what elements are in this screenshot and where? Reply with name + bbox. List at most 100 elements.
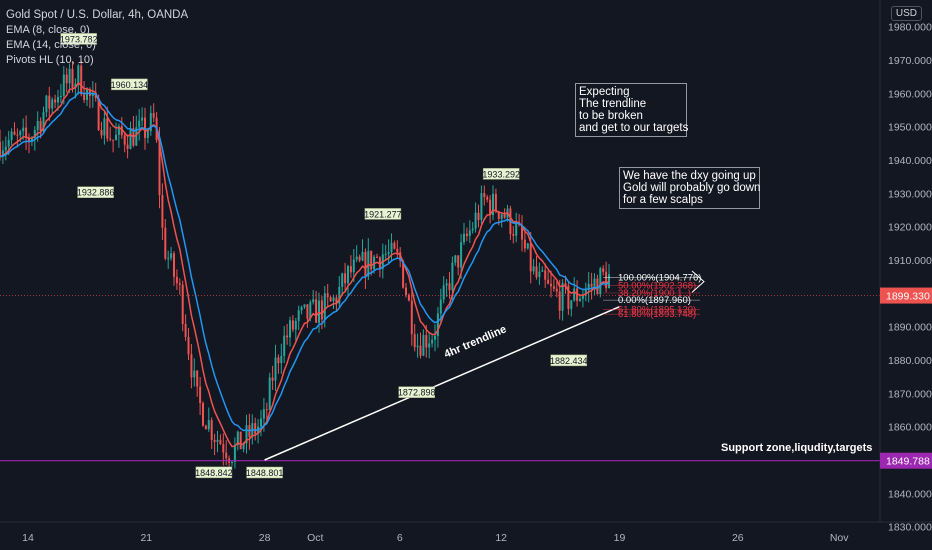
candle-body: [390, 242, 393, 253]
candle-body: [573, 288, 576, 301]
candle-body: [196, 370, 199, 387]
pivot-box: [398, 386, 435, 398]
pivot-label: 1872.898: [398, 388, 436, 398]
candle-body: [83, 94, 86, 100]
candle-body: [332, 297, 335, 302]
candle-body: [448, 283, 451, 291]
candle-body: [439, 299, 442, 314]
candle-body: [422, 335, 425, 356]
candle-body: [544, 270, 547, 280]
ema14-legend[interactable]: EMA (14, close, 0): [6, 39, 96, 51]
candle-body: [396, 248, 399, 253]
price-tick-label: 1980.000: [888, 22, 932, 34]
price-tick-label: 1960.000: [888, 88, 932, 100]
price-tick-label: 1890.000: [888, 322, 932, 334]
candle-body: [555, 288, 558, 292]
dxy-note[interactable]: We have the dxy going up Gold will proba…: [619, 167, 760, 209]
candle-body: [550, 283, 552, 287]
candle-body: [164, 227, 167, 259]
candle-body: [338, 286, 341, 304]
candle-body: [109, 138, 112, 140]
trendline: [264, 305, 620, 461]
candle-body: [564, 283, 567, 286]
candle-body: [474, 212, 477, 229]
pivots-legend[interactable]: Pivots HL (10, 10): [6, 54, 94, 66]
currency-button[interactable]: USD: [890, 6, 922, 21]
candle-body: [187, 336, 190, 355]
candle-body: [22, 127, 25, 132]
candle-body: [361, 251, 364, 261]
candle-body: [344, 273, 347, 284]
candle-body: [141, 117, 144, 121]
candle-body: [579, 298, 581, 301]
pivot-box: [482, 168, 520, 180]
ema14-line: [0, 91, 610, 432]
candle-body: [106, 118, 109, 139]
candle-body: [91, 92, 94, 96]
candle-body: [370, 250, 373, 270]
candle-body: [521, 224, 523, 240]
candle-body: [152, 113, 155, 118]
candle-body: [36, 121, 39, 131]
price-tick-label: 1970.000: [888, 55, 932, 67]
candle-body: [181, 284, 184, 324]
candle-body: [529, 243, 532, 272]
expecting-note[interactable]: Expecting The trendline to be broken and…: [575, 83, 688, 137]
candle-body: [16, 134, 19, 136]
candle-body: [523, 239, 526, 249]
symbol-title[interactable]: Gold Spot / U.S. Dollar, 4h, OANDA: [6, 9, 189, 21]
fib-level-label: 0.00%(1897.960): [618, 295, 691, 306]
candle-body: [74, 83, 77, 88]
pivot-label: 1848.842: [195, 468, 233, 478]
price-tick-label: 1830.000: [888, 522, 932, 534]
candle-body: [242, 443, 245, 450]
time-axis[interactable]: 14 21 28 Oct 6 12 19 26 Nov: [0, 521, 932, 544]
candle-body: [329, 297, 332, 302]
candle-body: [445, 283, 448, 286]
ema8-legend[interactable]: EMA (8, close, 0): [6, 24, 90, 36]
candle-body: [410, 300, 413, 335]
pivot-box: [111, 78, 148, 91]
candle-body: [309, 302, 312, 319]
candle-body: [494, 193, 497, 212]
candle-body: [117, 126, 120, 135]
candle-body: [442, 285, 445, 300]
candle-body: [512, 234, 515, 236]
candles: [0, 60, 610, 471]
candle-body: [393, 242, 396, 249]
time-tick-label: 28: [259, 532, 271, 544]
candle-body: [19, 131, 22, 136]
price-tick-label: 1860.000: [888, 422, 932, 434]
price-axis[interactable]: 1830.0001840.0001850.0001860.0001870.000…: [879, 0, 932, 534]
candle-body: [86, 89, 88, 100]
price-tick-label: 1840.000: [888, 488, 932, 500]
candle-body: [120, 126, 123, 136]
candle-body: [80, 65, 83, 95]
current-price-label: 1899.330: [886, 291, 930, 303]
candle-body: [77, 65, 80, 84]
candle-body: [547, 279, 550, 284]
candle-body: [178, 283, 181, 285]
price-tick-label: 1880.000: [888, 355, 932, 367]
pivot-label: 1973.782: [60, 34, 98, 44]
candle-body: [59, 95, 62, 97]
candle-body: [570, 300, 573, 309]
candle-body: [454, 255, 457, 263]
candle-body: [129, 128, 132, 149]
candle-body: [515, 223, 518, 236]
candle-body: [135, 127, 138, 146]
candle-body: [297, 310, 300, 321]
candle-body: [294, 320, 297, 330]
candle-body: [115, 134, 117, 141]
candle-body: [68, 68, 71, 84]
candle-body: [144, 117, 146, 138]
support-price-tag: [880, 452, 932, 469]
candle-body: [175, 276, 178, 284]
candle-body: [0, 141, 1, 157]
candle-body: [277, 357, 280, 364]
candle-body: [10, 131, 13, 140]
candle-body: [425, 335, 428, 348]
candle-body: [500, 214, 503, 219]
pivot-box: [195, 466, 233, 479]
